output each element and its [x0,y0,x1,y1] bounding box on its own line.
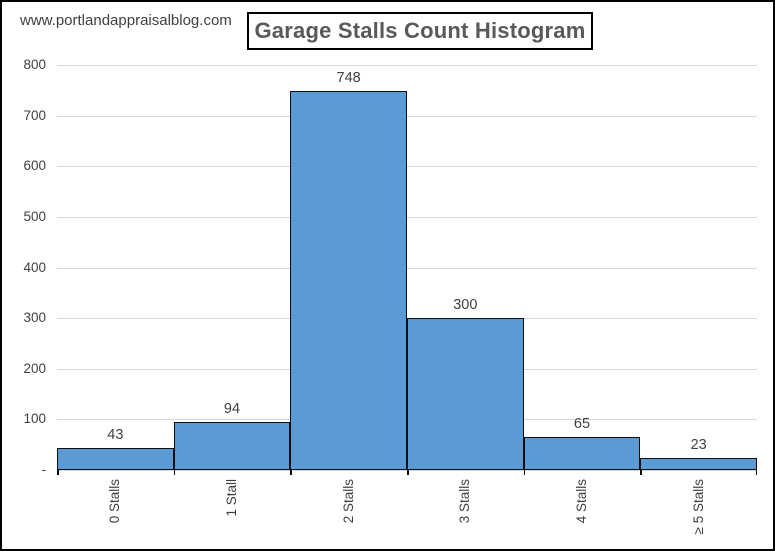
x-category-label: 0 Stalls [107,479,123,524]
watermark-url: www.portlandappraisalblog.com [20,12,232,29]
histogram-bar [640,458,757,470]
plot-area: 43 94 748 300 65 23 [57,65,757,475]
y-tick-label: 100 [23,411,46,427]
x-category-label: ≥ 5 Stalls [690,479,706,535]
x-category-label: 4 Stalls [574,479,589,524]
x-category-label: 3 Stalls [457,479,473,524]
x-axis-tick [755,470,757,475]
histogram-bar [523,437,641,470]
bar-value-label: 65 [573,416,591,433]
histogram-bar [57,448,174,470]
bar-value-label: 43 [107,427,124,444]
gridline [57,65,757,66]
y-tick-label: 400 [23,259,46,275]
gridline [57,166,757,168]
x-axis-tick [523,470,526,475]
histogram-bar [290,91,407,470]
histogram-bar [173,422,291,470]
y-tick-label: - [41,462,47,477]
y-tick-label: 300 [23,310,46,326]
gridline [57,267,757,269]
gridline [57,115,757,117]
x-axis-tick [290,470,292,475]
x-axis-tick [57,470,59,475]
histogram-bar [407,318,524,470]
chart-title: Garage Stalls Count Histogram [254,18,586,43]
gridline [57,216,757,218]
bar-value-label: 23 [690,437,707,454]
bar-value-label: 94 [223,401,241,418]
chart-title-box: Garage Stalls Count Histogram [247,12,593,50]
x-axis-tick [407,470,409,475]
x-category-label: 2 Stalls [340,479,356,524]
y-tick-label: 500 [23,208,46,224]
x-category-label: 1 Stall [224,479,239,517]
x-axis-tick [640,470,642,475]
y-tick-label: 700 [23,107,46,123]
bar-value-label: 748 [336,70,361,87]
bar-value-label: 300 [453,297,478,314]
x-axis-tick [173,470,176,475]
y-tick-label: 600 [23,158,46,174]
y-tick-label: 200 [23,360,46,376]
y-tick-label: 800 [23,57,46,72]
